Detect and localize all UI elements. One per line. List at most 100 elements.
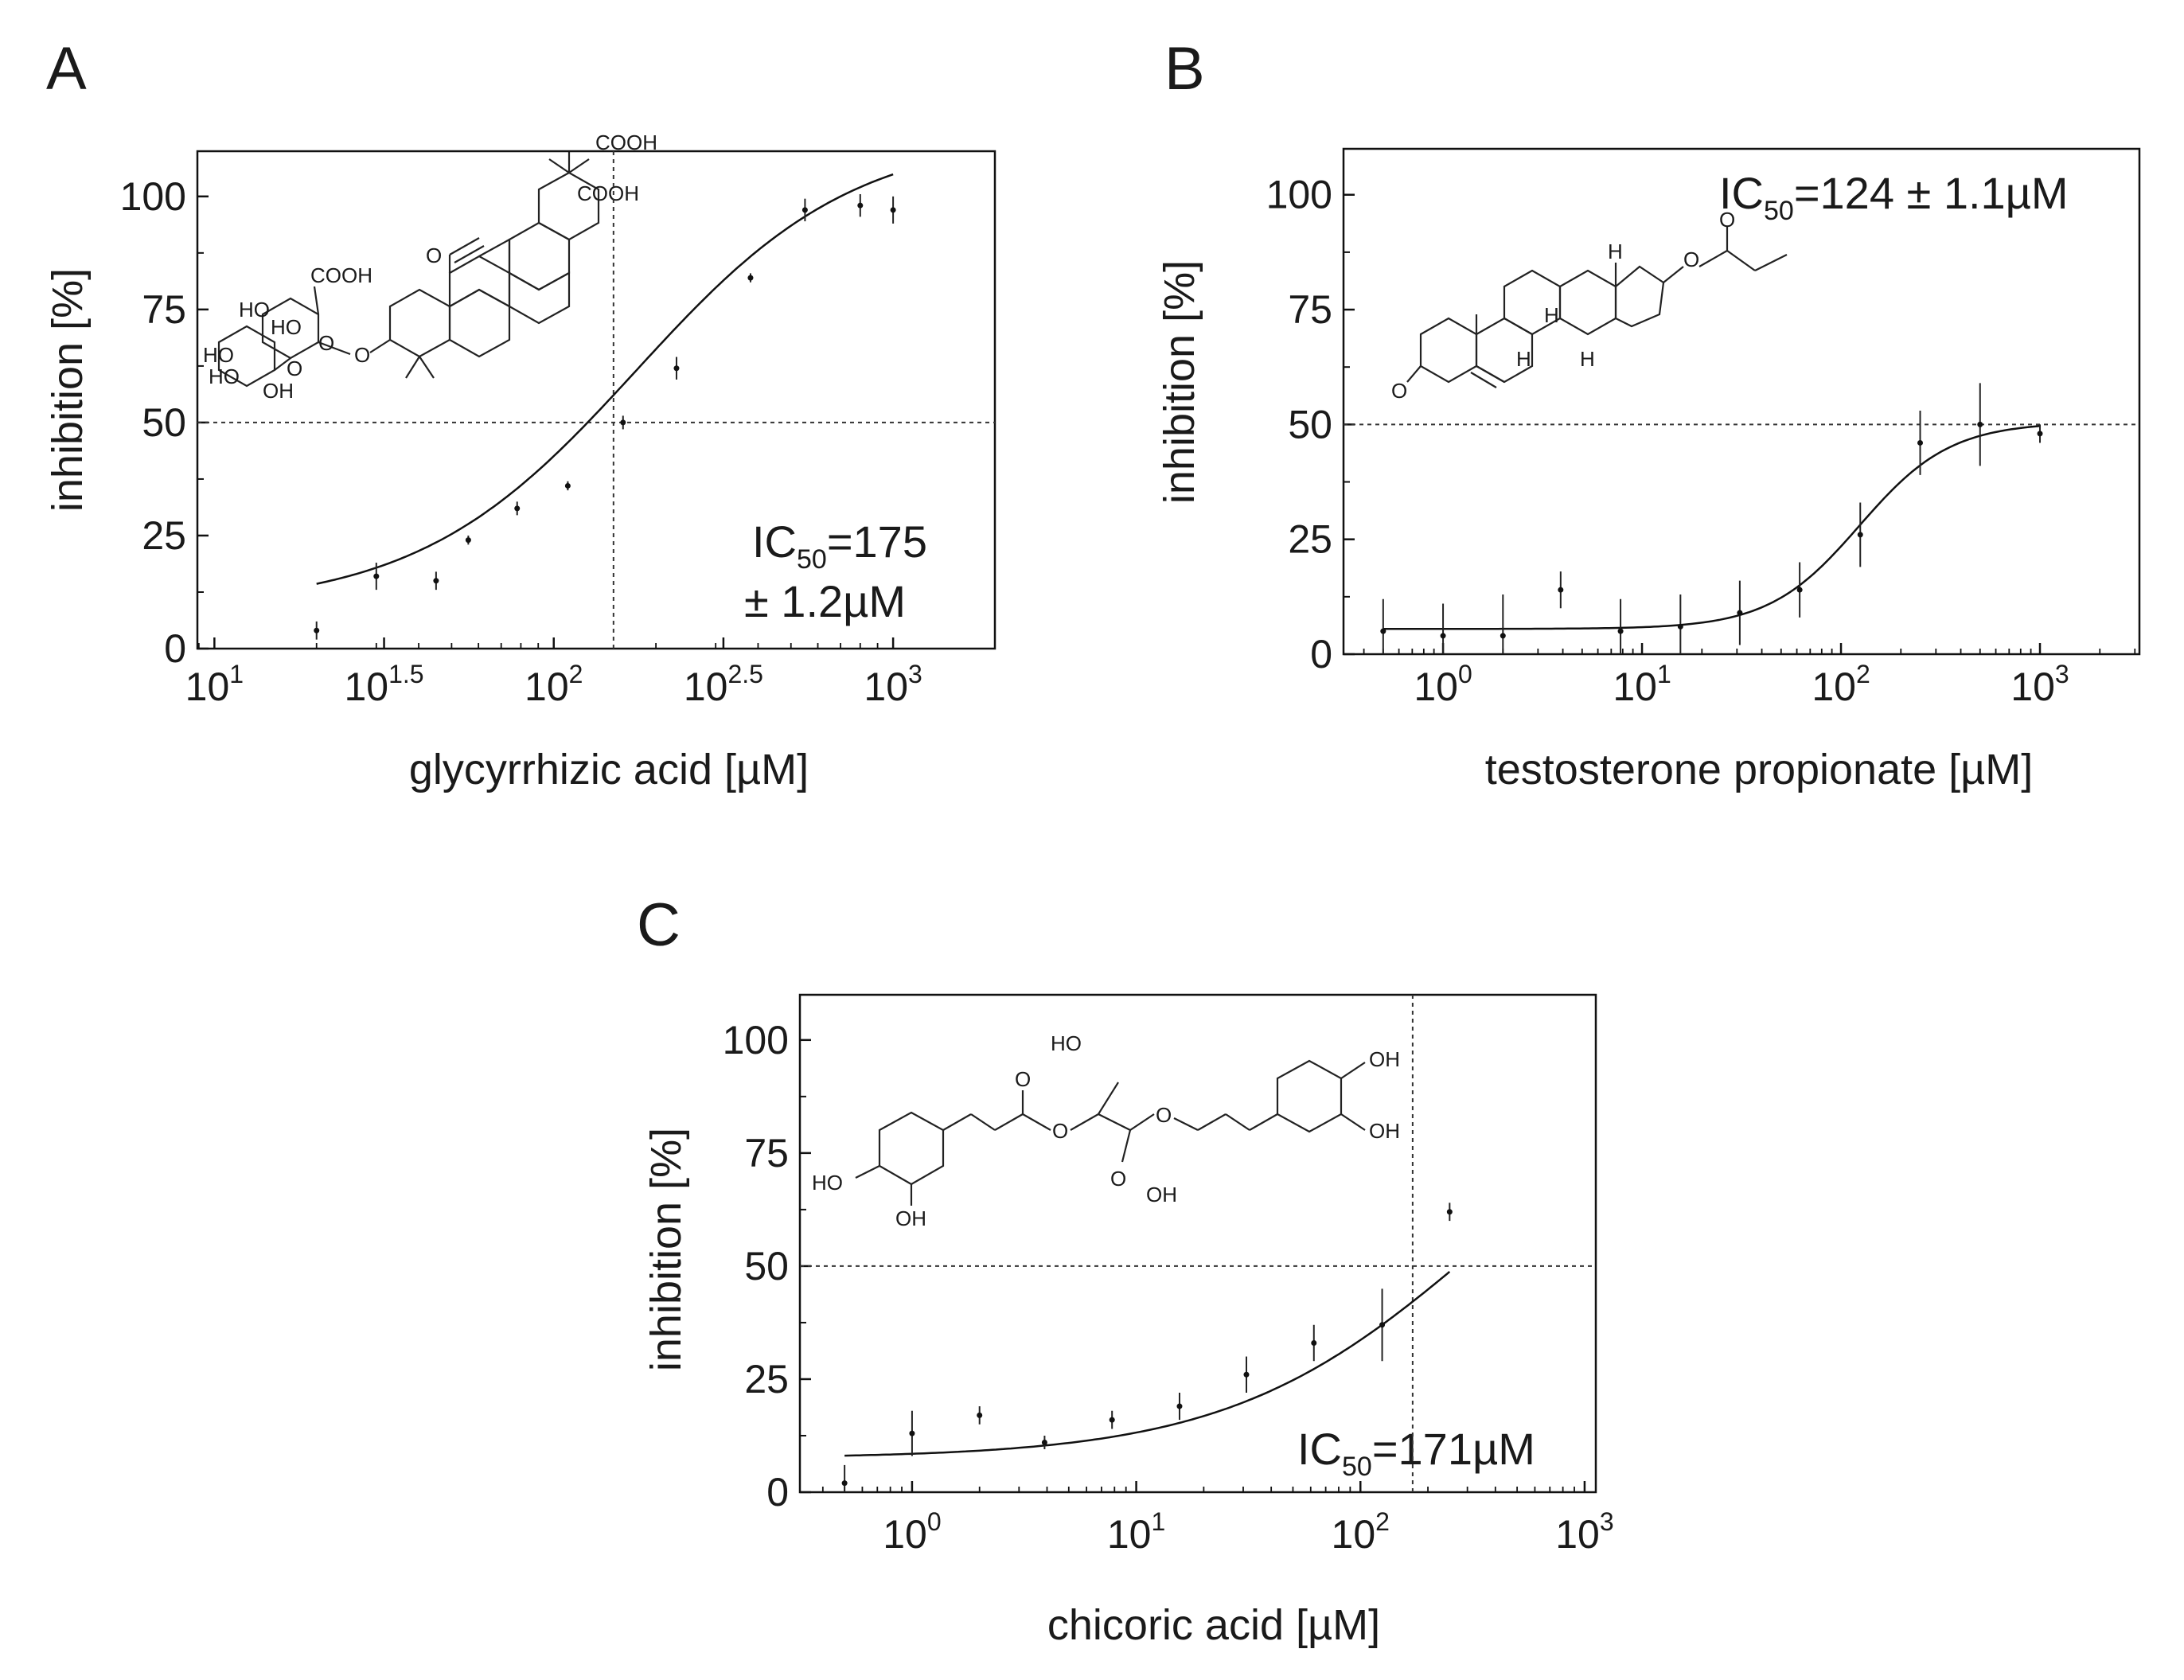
panel-a-data-point <box>747 275 754 281</box>
panel-a-data-point <box>564 482 571 489</box>
struct-a-label-3: COOH <box>310 263 372 287</box>
struct-a-label-2: O <box>426 244 442 267</box>
panel-a-xtick-label: 101.5 <box>344 660 423 709</box>
panel-a-data-point <box>433 578 439 584</box>
panel-b-plot-frame <box>1342 147 2141 656</box>
panel-b-xtick-label: 101 <box>1613 660 1671 709</box>
panel-c-data-point <box>841 1480 848 1487</box>
struct-b-label-0: O <box>1391 379 1407 403</box>
panel-a-data-point <box>620 419 626 426</box>
panel-c-ytick-label: 25 <box>744 1357 789 1401</box>
panel-a-xtick-label: 102.5 <box>684 660 763 709</box>
struct-a-label-10: O <box>287 357 302 380</box>
glycyrrhizic-acid-structure: COOH COOH O COOH HO HO HO HO OH O O O <box>203 131 657 403</box>
struct-a-label-8: OH <box>263 379 294 403</box>
panel-c-data-point <box>1446 1209 1453 1215</box>
panel-b-xtick-label: 102 <box>1812 660 1870 709</box>
panel-c-ytick-label: 75 <box>744 1131 789 1175</box>
panel-b-data-point <box>1677 623 1683 630</box>
panel-b-data-point <box>1558 587 1564 593</box>
panel-a-data-point <box>857 202 864 209</box>
struct-c-label-2: O <box>1052 1119 1068 1143</box>
panel-a-plot: 0 25 50 75 100 101 101.5 102 102.5 103 <box>120 150 996 709</box>
panel-b-data-point <box>1617 628 1624 634</box>
panel-b-plot: 0 25 50 75 100 100 101 102 103 <box>1266 147 2141 709</box>
panel-c-xtick-label: 102 <box>1332 1507 1390 1557</box>
struct-a-label-4: HO <box>239 298 270 322</box>
panel-a-ytick-label: 50 <box>142 400 186 445</box>
panel-a-ytick-label: 75 <box>142 287 186 332</box>
panel-c-data-point <box>1379 1322 1386 1328</box>
panel-a-xtick-label: 102 <box>525 660 583 709</box>
struct-c-label-7: OH <box>895 1206 926 1230</box>
panel-a-ytick-label: 100 <box>120 174 186 219</box>
panel-b-letter: B <box>1164 35 1205 103</box>
panel-a-ytick-label: 0 <box>164 626 186 671</box>
panel-c-xtick-label: 100 <box>883 1507 941 1557</box>
panel-a-data-point <box>673 365 680 372</box>
panel-c-data-point <box>1041 1440 1047 1445</box>
panel-b-xlabel: testosterone propionate [µM] <box>1485 746 2034 793</box>
panel-c-data-point <box>1311 1340 1317 1346</box>
struct-c-label-5: OH <box>1369 1119 1400 1143</box>
panel-a-data-point <box>373 573 380 579</box>
chicoric-acid-structure: HO O O O OH OH HO OH O OH <box>812 1031 1400 1230</box>
panel-a-xtick-label: 101 <box>185 660 244 709</box>
panel-b-ylabel: inhibition [%] <box>1156 260 1203 504</box>
panel-b-data-point <box>1380 628 1386 634</box>
panel-a-xlabel: glycyrrhizic acid [µM] <box>409 746 809 793</box>
struct-a-label-9: O <box>354 343 370 367</box>
panel-c: C inhibition [%] chicoric acid [µM] <box>637 891 1614 1649</box>
panel-a-ytick-label: 25 <box>142 513 186 558</box>
panel-a-ylabel: inhibition [%] <box>44 268 92 512</box>
panel-b-ytick-label: 75 <box>1288 287 1332 332</box>
struct-c-label-0: HO <box>812 1171 843 1195</box>
panel-a-ic50-value-line2: ± 1.2µM <box>744 576 906 626</box>
panel-a-data-point <box>314 627 320 633</box>
struct-b-label-4: H <box>1544 303 1559 327</box>
panel-b-data-point <box>2037 431 2043 437</box>
panel-c-xtick-label: 101 <box>1107 1507 1165 1557</box>
panel-a-letter: A <box>46 35 87 103</box>
panel-b: B inhibition [%] testosterone propionate… <box>1156 35 2141 793</box>
struct-c-label-4: OH <box>1369 1047 1400 1071</box>
panel-b-ytick-label: 0 <box>1310 632 1332 676</box>
struct-a-label-7: HO <box>209 364 240 388</box>
panel-c-plot: 0 25 50 75 100 100 101 102 103 <box>723 993 1614 1557</box>
panel-b-data-point <box>1857 532 1863 538</box>
panel-c-xlabel: chicoric acid [µM] <box>1047 1601 1380 1649</box>
panel-a-xtick-label: 103 <box>864 660 922 709</box>
panel-b-ytick-label: 50 <box>1288 402 1332 446</box>
panel-a-data-point <box>514 505 521 512</box>
panel-a-ic50-label: IC50=175 <box>752 516 927 575</box>
struct-c-label-3: O <box>1156 1103 1172 1127</box>
struct-b-label-5: H <box>1516 347 1531 371</box>
panel-a-plot-frame <box>196 150 996 650</box>
panel-b-ytick-label: 100 <box>1266 173 1332 217</box>
panel-b-data-point <box>1440 633 1446 639</box>
panel-b-ic50-label: IC50=124 ± 1.1µM <box>1719 168 2069 226</box>
panel-c-fit-curve <box>844 1270 1451 1457</box>
panel-a-data-point <box>465 537 471 544</box>
struct-c-label-8: O <box>1110 1167 1126 1191</box>
panel-c-data-point <box>909 1430 915 1436</box>
panel-c-plot-frame <box>798 993 1597 1494</box>
struct-a-label-6: HO <box>203 343 234 367</box>
panel-c-letter: C <box>637 891 681 959</box>
struct-b-label-1: O <box>1683 248 1699 271</box>
struct-c-label-9: OH <box>1146 1183 1177 1206</box>
panel-b-xtick-label: 100 <box>1414 660 1472 709</box>
panel-c-data-point <box>1176 1403 1183 1409</box>
struct-b-label-3: H <box>1608 240 1623 263</box>
panel-b-xtick-label: 103 <box>2010 660 2069 709</box>
panel-b-data-point <box>1977 421 1983 427</box>
panel-c-xtick-label: 103 <box>1555 1507 1613 1557</box>
struct-b-label-6: H <box>1580 347 1595 371</box>
struct-a-label-11: O <box>318 331 334 355</box>
panel-c-ylabel: inhibition [%] <box>642 1128 690 1371</box>
panel-b-ytick-label: 25 <box>1288 517 1332 562</box>
panel-a-fit-curve <box>316 173 894 585</box>
struct-c-label-1: O <box>1015 1067 1031 1091</box>
panel-b-fit-curve <box>1383 425 2041 630</box>
